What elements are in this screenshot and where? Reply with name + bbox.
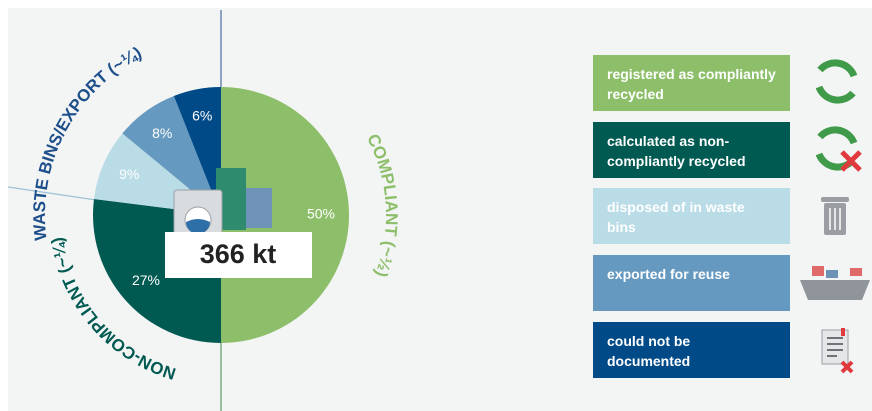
legend-entry: calculated as non-compliantly recycled: [593, 122, 790, 178]
infographic: WASTE BINS/EXPORT (~¼) COMPLIANT (~½) NO…: [0, 0, 872, 411]
slice-label: 50%: [307, 206, 335, 222]
center-label: 366 kt: [200, 239, 277, 269]
legend-entry: disposed of in waste bins: [593, 188, 790, 244]
slice-label: 8%: [152, 125, 172, 141]
slice-label: 6%: [192, 107, 212, 123]
slice-label: 9%: [119, 166, 139, 182]
slice-label: 27%: [132, 272, 160, 288]
legend-entry: exported for reuse: [593, 255, 790, 311]
legend-entry: registered as compliantly recycled: [593, 55, 790, 111]
legend-entry: could not be documented: [593, 322, 790, 378]
